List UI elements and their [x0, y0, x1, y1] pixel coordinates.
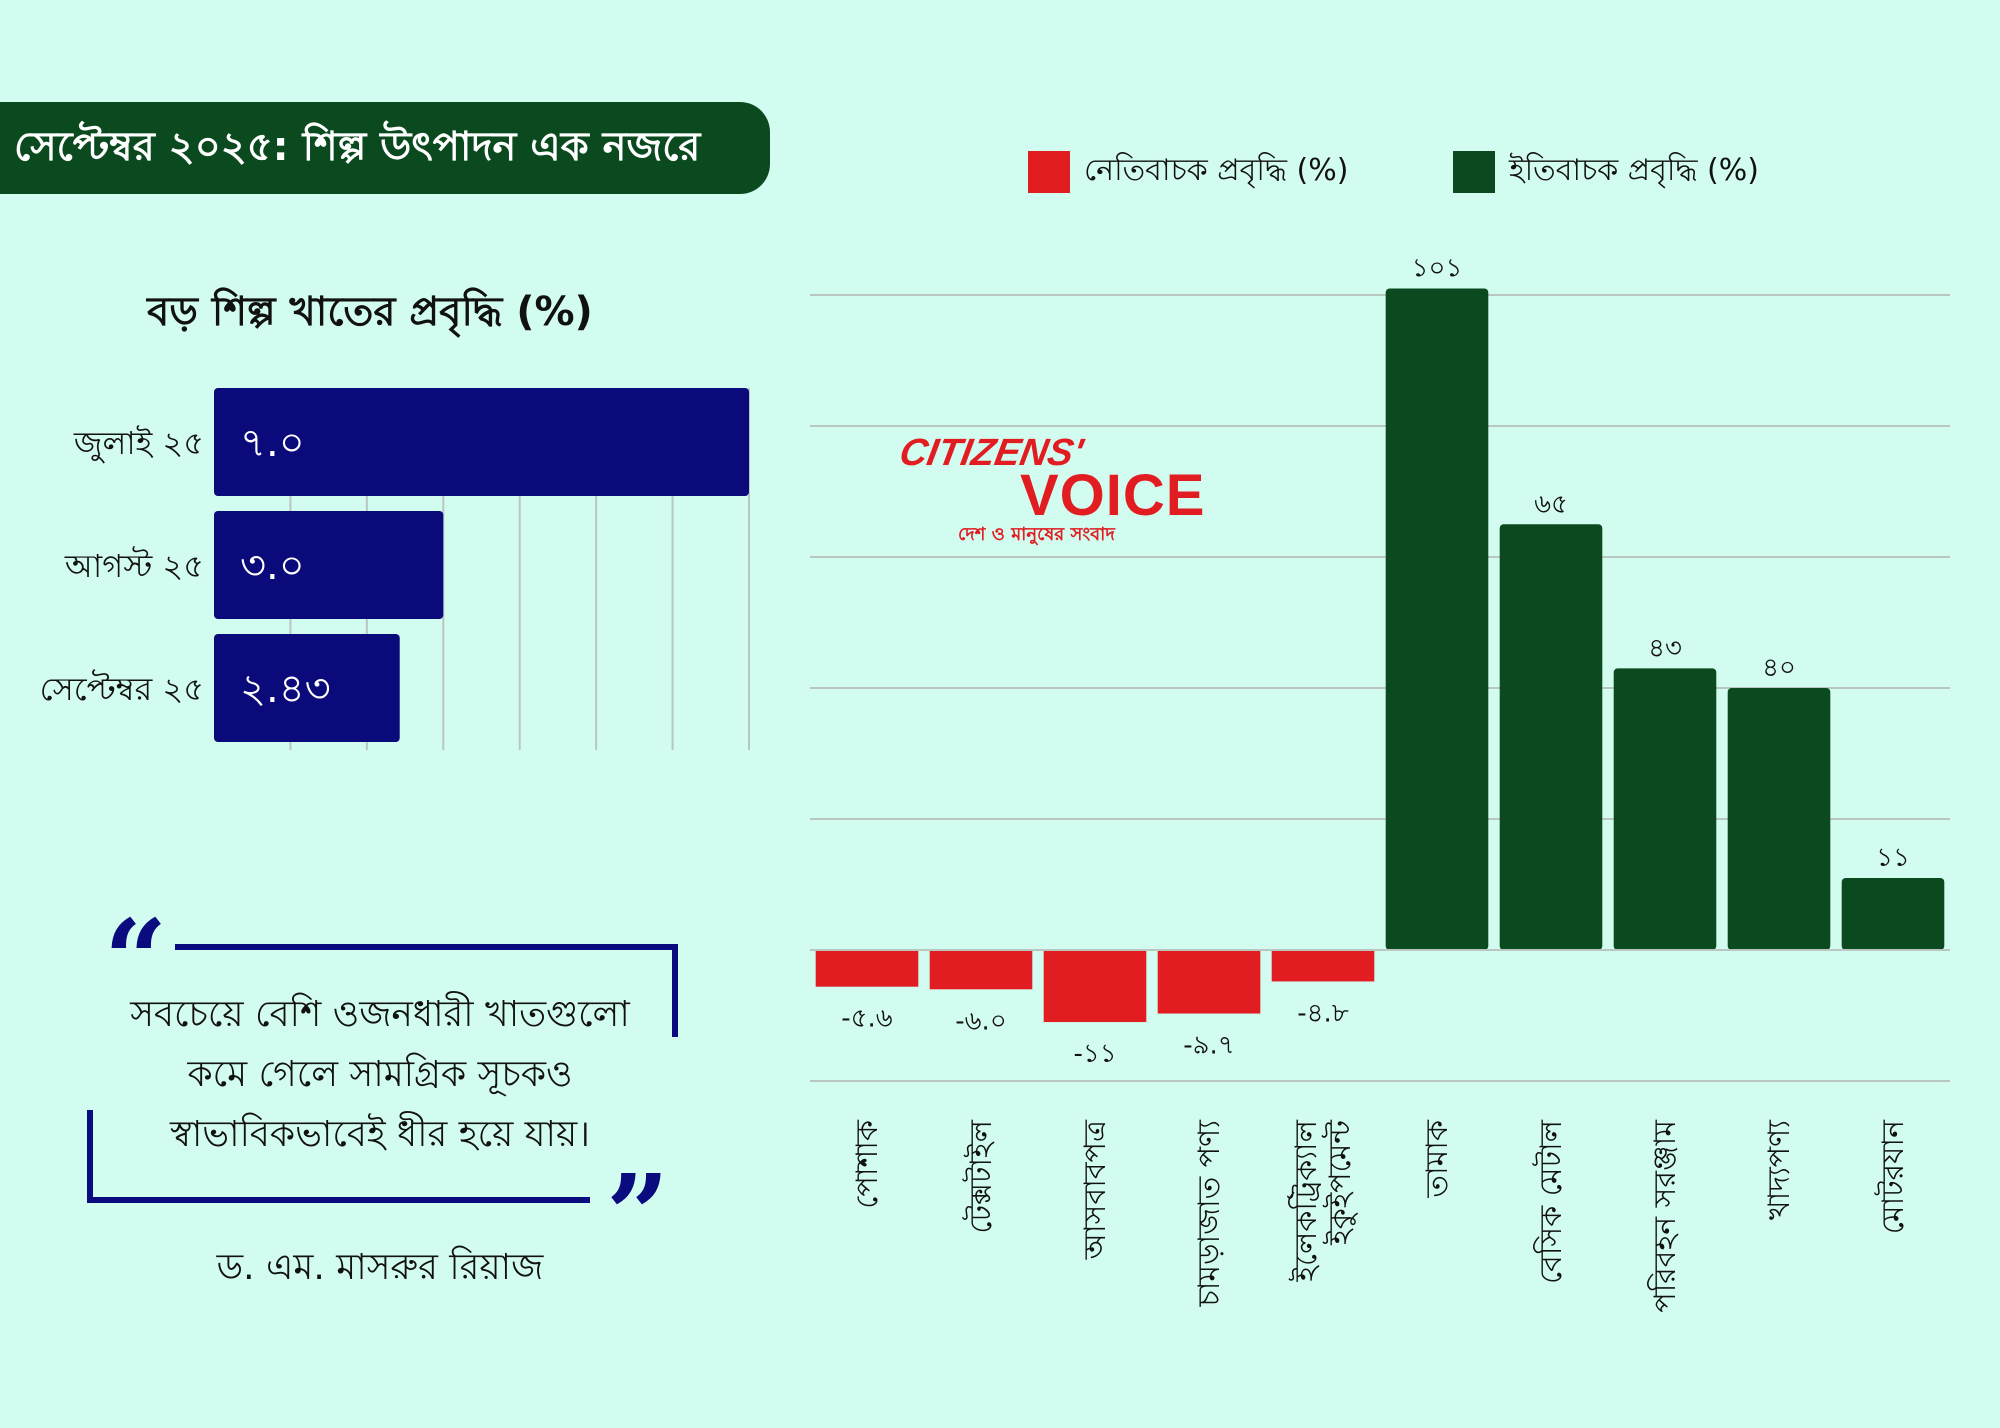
hbar-chart: জুলাই ২৫ ৭.০ আগস্ট ২৫ ৩.০ সেপ্টেম্বর ২৫ ২.৪৩	[40, 388, 750, 750]
quote-frame	[87, 944, 678, 1203]
close-quote-icon: ”	[606, 1150, 670, 1279]
vbar-bar	[929, 950, 1033, 990]
hbar-value-label: ২.৪৩	[240, 666, 331, 712]
vbar-category-label: পরিবহন সরঞ্জাম	[1647, 1119, 1683, 1313]
vbar-bar	[1157, 950, 1261, 1014]
legend-label-negative: নেতিবাচক প্রবৃদ্ধি (%)	[1084, 153, 1349, 188]
vbar-bar	[1385, 288, 1489, 950]
vbar-bar	[815, 950, 919, 987]
legend-swatch-negative	[1028, 150, 1070, 193]
vbar-category-label: বেসিক মেটাল	[1532, 1119, 1569, 1284]
page-title: সেপ্টেম্বর ২০২৫: শিল্প উৎপাদন এক নজরে	[14, 123, 701, 170]
open-quote-icon: “	[104, 895, 168, 1024]
hbar-category-label: জুলাই ২৫	[73, 424, 204, 463]
hbar-bar	[214, 388, 749, 496]
quote-line: সবচেয়ে বেশি ওজনধারী খাতগুলো	[130, 994, 630, 1035]
title-banner: সেপ্টেম্বর ২০২৫: শিল্প উৎপাদন এক নজরে	[0, 102, 770, 194]
vbar-value-label: -৬.০	[955, 1006, 1006, 1036]
vbar-category-label: মোটরযান	[1874, 1119, 1911, 1234]
vbar-value-label: ৪৩	[1648, 633, 1682, 663]
vbar-category-label: চামড়াজাত পণ্য	[1192, 1119, 1227, 1308]
hbar-value-label: ৭.০	[240, 420, 305, 466]
vbar-value-label: ১০১	[1412, 253, 1463, 283]
vbar-category-label: ইলেকট্রিক্যাল	[1287, 1119, 1324, 1282]
hbar-category-label: আগস্ট ২৫	[64, 546, 204, 585]
vbar-bar	[1841, 877, 1945, 950]
legend-label-positive: ইতিবাচক প্রবৃদ্ধি (%)	[1509, 153, 1759, 188]
vbar-category-label: তামাক	[1420, 1119, 1455, 1199]
vbar-category-label: পোশাক	[850, 1119, 885, 1209]
hbar-bar	[214, 511, 444, 619]
vbar-value-label: -১১	[1073, 1039, 1116, 1069]
vbar-value-label: -৪.৮	[1297, 998, 1349, 1028]
vbar-bar	[1271, 950, 1375, 982]
vbar-category-label: খাদ্যপণ্য	[1762, 1119, 1797, 1220]
legend-swatch-positive	[1453, 150, 1495, 193]
quote-line: স্বাভাবিকভাবেই ধীর হয়ে যায়।	[169, 1114, 591, 1155]
vbar-bar	[1043, 950, 1147, 1023]
vbar-category-label: আসবাবপত্র	[1078, 1119, 1113, 1260]
hbar-chart-title: বড় শিল্প খাতের প্রবৃদ্ধি (%)	[147, 289, 593, 335]
logo-tagline: দেশ ও মানুষের সংবাদ	[958, 524, 1115, 545]
hbar-value-label: ৩.০	[240, 543, 305, 589]
vbar-value-label: ১১	[1876, 843, 1910, 873]
quote-author: ড. এম. মাসরুর রিয়াজ	[216, 1247, 544, 1288]
quote-text: সবচেয়ে বেশি ওজনধারী খাতগুলো কমে গেলে সা…	[90, 985, 670, 1165]
vbar-bar	[1613, 668, 1717, 950]
hbar-category-label: সেপ্টেম্বর ২৫	[40, 669, 204, 708]
vbar-bar	[1499, 524, 1603, 950]
vbar-bar	[1727, 688, 1831, 950]
vbar-chart: -৫.৬ পোশাক -৬.০ টেক্সটাইল -১১ আসবাবপত্র -৯.৭ চা…	[810, 253, 1950, 1313]
vbar-category-label: ইকুইপমেন্ট	[1322, 1120, 1358, 1246]
legend-positive: ইতিবাচক প্রবৃদ্ধি (%)	[1453, 146, 1759, 197]
vbar-value-label: -৫.৬	[841, 1004, 893, 1034]
vbar-value-label: ৪০	[1762, 653, 1796, 683]
logo-main-text: VOICE	[1020, 463, 1206, 528]
vbar-category-label: টেক্সটাইল	[962, 1119, 999, 1233]
vbar-value-label: -৯.৭	[1183, 1031, 1234, 1061]
legend-negative: নেতিবাচক প্রবৃদ্ধি (%)	[1028, 146, 1348, 197]
quote-line: কমে গেলে সামগ্রিক সূচকও	[187, 1054, 573, 1095]
vbar-value-label: ৬৫	[1534, 489, 1568, 519]
hbar-bar	[214, 634, 400, 742]
